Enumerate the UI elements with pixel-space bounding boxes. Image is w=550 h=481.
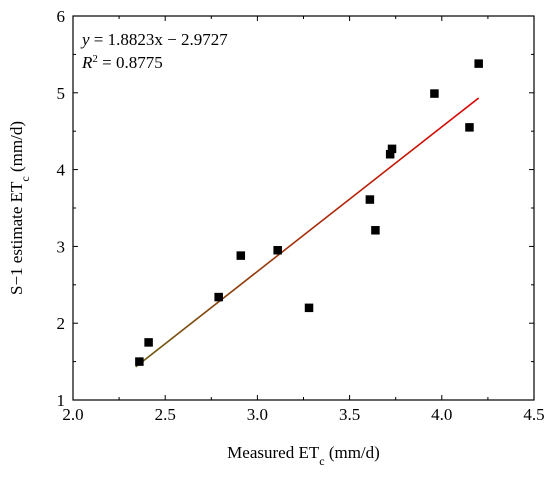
x-tick-label: 3.0 bbox=[247, 405, 268, 424]
x-tick-label: 4.0 bbox=[431, 405, 452, 424]
y-tick-label: 6 bbox=[57, 7, 66, 26]
data-point-11 bbox=[430, 89, 439, 98]
y-tick-label: 5 bbox=[57, 84, 66, 103]
plot-content bbox=[135, 59, 483, 368]
fit-equation-annotation: y = 1.8823x − 2.9727 bbox=[80, 30, 228, 49]
x-tick-label: 3.5 bbox=[339, 405, 360, 424]
y-tick-label: 3 bbox=[57, 237, 66, 256]
data-point-6 bbox=[304, 303, 314, 313]
data-point-4 bbox=[236, 251, 246, 260]
x-axis-label: Measured ETc (mm/d) bbox=[227, 443, 380, 468]
y-axis-ticks: 1 2 3 4 5 6 bbox=[57, 7, 534, 410]
y-axis-label: S−1 estimate ETc (mm/d) bbox=[7, 121, 32, 295]
data-point-10 bbox=[387, 144, 397, 154]
plot-frame bbox=[72, 15, 535, 401]
data-point-1 bbox=[135, 357, 144, 366]
y-tick-label: 2 bbox=[57, 314, 66, 333]
data-point-2 bbox=[144, 338, 153, 347]
fit-line bbox=[135, 97, 480, 368]
x-tick-label: 4.5 bbox=[523, 405, 544, 424]
data-point-9 bbox=[385, 149, 395, 159]
data-point-5 bbox=[273, 245, 282, 255]
r-squared-annotation: R2 = 0.8775 bbox=[81, 53, 163, 72]
data-point-12 bbox=[465, 123, 474, 132]
x-axis-ticks: 2.0 2.5 3.0 3.5 4.0 4.5 bbox=[62, 16, 545, 424]
data-point-3 bbox=[214, 292, 223, 302]
y-tick-label: 1 bbox=[57, 391, 66, 410]
y-tick-label: 4 bbox=[57, 161, 66, 180]
data-point-13 bbox=[474, 59, 483, 68]
x-tick-label: 2.5 bbox=[155, 405, 176, 424]
x-tick-label: 2.0 bbox=[62, 405, 83, 424]
data-point-7 bbox=[365, 195, 375, 204]
data-point-8 bbox=[371, 226, 380, 235]
